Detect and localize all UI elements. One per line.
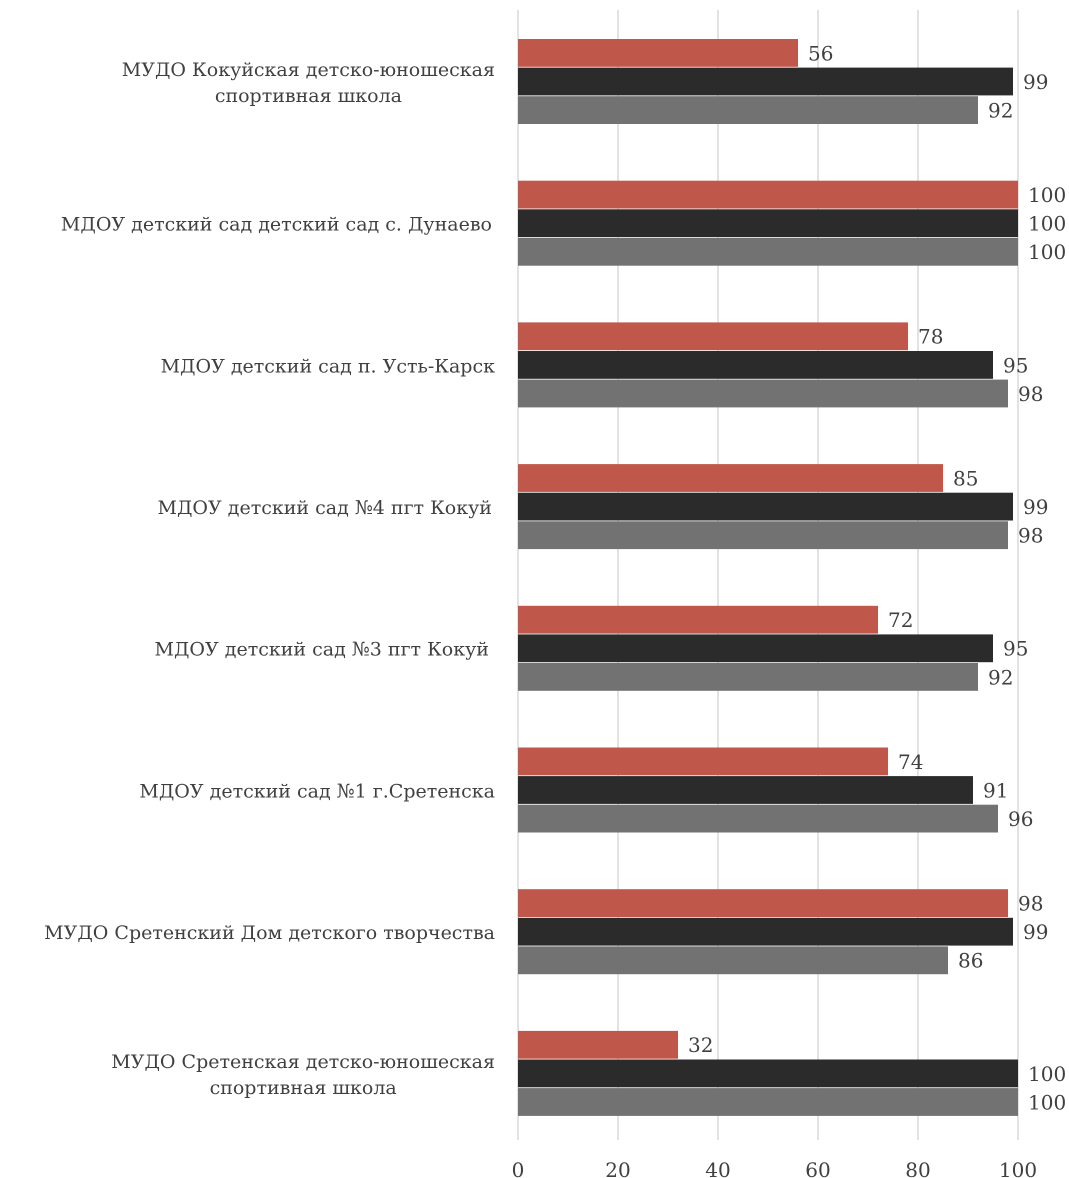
- bar-series-1-cat-4: [518, 464, 943, 492]
- bar-series-2-cat-2: [518, 209, 1018, 238]
- data-label: 95: [1003, 637, 1028, 661]
- category-label: МДОУ детский сад детский сад с. Дунаево: [61, 214, 492, 236]
- category-label: спортивная школа: [210, 1077, 397, 1099]
- data-label: 99: [1023, 70, 1048, 94]
- data-label: 100: [1028, 212, 1066, 236]
- bar-series-3-cat-1: [518, 96, 978, 124]
- x-tick-label: 20: [605, 1158, 630, 1178]
- data-label: 100: [1028, 1062, 1066, 1086]
- x-tick-label: 100: [999, 1158, 1037, 1178]
- category-label: МУДО Кокуйская детско-юношеская: [122, 59, 495, 81]
- category-label: МУДО Сретенский Дом детского творчества: [44, 922, 495, 944]
- data-label: 99: [1023, 920, 1048, 944]
- category-label: МДОУ детский сад №3 пгт Кокуй: [155, 639, 489, 661]
- data-label: 96: [1008, 807, 1033, 831]
- data-label: 92: [988, 665, 1013, 689]
- category-label: спортивная школа: [215, 85, 402, 107]
- data-label: 98: [1018, 524, 1043, 548]
- bar-series-2-cat-3: [518, 351, 993, 379]
- data-label: 86: [958, 949, 983, 973]
- bar-series-3-cat-7: [518, 946, 948, 975]
- category-label: МДОУ детский сад №4 пгт Кокуй: [158, 497, 492, 519]
- bar-series-1-cat-5: [518, 605, 878, 634]
- data-label: 91: [983, 778, 1008, 802]
- data-label: 32: [688, 1033, 713, 1057]
- bar-series-1-cat-8: [518, 1030, 678, 1059]
- x-tick-label: 0: [512, 1158, 525, 1178]
- x-tick-label: 60: [805, 1158, 830, 1178]
- x-axis-tick-labels: 0 20 40 60 80 100: [512, 1158, 1037, 1178]
- data-label: 100: [1028, 240, 1066, 264]
- data-label: 98: [1018, 382, 1043, 406]
- bar-series-2-cat-7: [518, 917, 1013, 946]
- bar-series-1-cat-1: [518, 39, 798, 67]
- bar-series-1-cat-6: [518, 747, 888, 776]
- data-label: 100: [1028, 1090, 1066, 1114]
- bar-series-3-cat-6: [518, 804, 998, 833]
- bar-series-2-cat-8: [518, 1059, 1018, 1088]
- data-label: 99: [1023, 495, 1048, 519]
- data-label: 98: [1018, 892, 1043, 916]
- bar-series-3-cat-5: [518, 663, 978, 691]
- bar-series-1-cat-3: [518, 322, 908, 351]
- bar-series-3-cat-8: [518, 1088, 1018, 1116]
- data-label: 100: [1028, 183, 1066, 207]
- bar-series-1-cat-2: [518, 180, 1018, 209]
- data-label: 74: [898, 750, 923, 774]
- category-label: МДОУ детский сад п. Усть-Карск: [161, 355, 496, 377]
- bar-series-3-cat-4: [518, 521, 1008, 550]
- category-label: МУДО Сретенская детско-юношеская: [111, 1051, 495, 1073]
- bar-series-2-cat-4: [518, 492, 1013, 521]
- bars: [518, 39, 1018, 1116]
- category-labels: МУДО Кокуйская детско-юношеская спортивна…: [44, 59, 495, 1099]
- x-tick-label: 80: [905, 1158, 930, 1178]
- bar-series-2-cat-5: [518, 634, 993, 663]
- bar-series-2-cat-6: [518, 776, 973, 804]
- data-label: 95: [1003, 353, 1028, 377]
- data-label: 92: [988, 99, 1013, 123]
- bar-series-3-cat-2: [518, 237, 1018, 266]
- bar-series-3-cat-3: [518, 379, 1008, 408]
- data-label: 85: [953, 466, 978, 490]
- data-label: 72: [888, 608, 913, 632]
- bar-series-2-cat-1: [518, 67, 1013, 96]
- data-label: 78: [918, 325, 943, 349]
- category-label: МДОУ детский сад №1 г.Сретенска: [139, 780, 495, 802]
- data-label: 56: [808, 41, 833, 65]
- bar-series-1-cat-7: [518, 889, 1008, 917]
- x-tick-label: 40: [705, 1158, 730, 1178]
